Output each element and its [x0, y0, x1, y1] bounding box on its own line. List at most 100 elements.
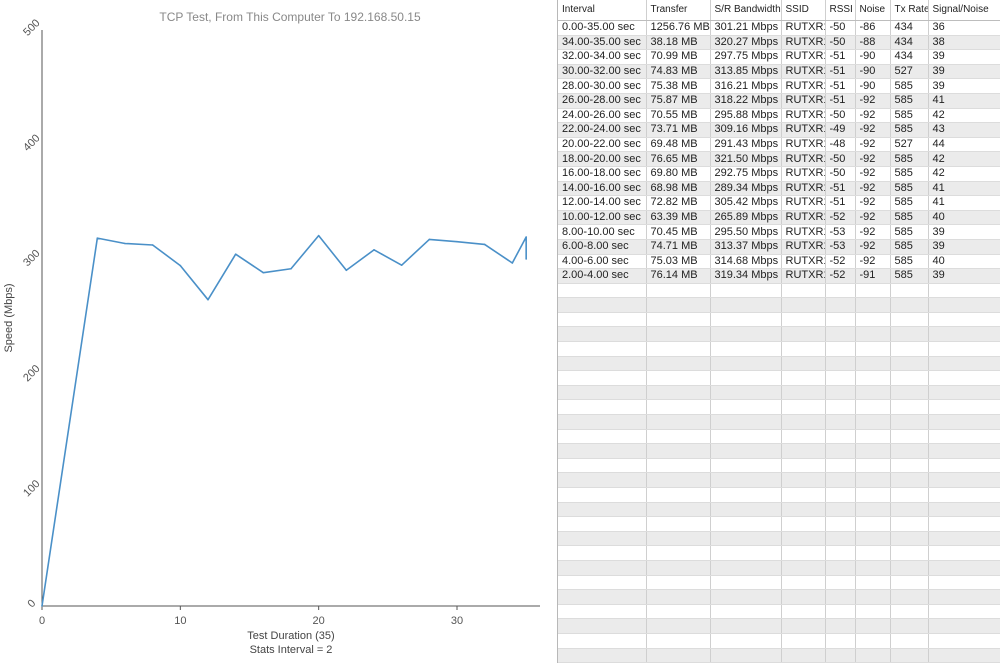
- empty-table-cell: [825, 370, 856, 386]
- table-cell: 585: [890, 224, 929, 240]
- empty-table-row: [558, 472, 1000, 488]
- table-cell: -52: [825, 268, 856, 284]
- empty-table-row: [558, 545, 1000, 561]
- stats-table-panel[interactable]: Interval Transfer S/R Bandwidth SSID RSSI Noi…: [557, 0, 1000, 663]
- chart-title: TCP Test, From This Computer To 192.168.…: [159, 10, 421, 24]
- table-cell: 44: [928, 137, 1000, 153]
- empty-table-row: [558, 575, 1000, 591]
- empty-table-row: [558, 589, 1000, 605]
- table-cell: 585: [890, 239, 929, 255]
- table-cell: -51: [825, 78, 856, 94]
- empty-table-cell: [781, 472, 826, 488]
- empty-table-cell: [890, 429, 929, 445]
- empty-table-cell: [825, 443, 856, 459]
- table-cell: RUTXR1: [781, 93, 826, 109]
- empty-table-cell: [558, 458, 647, 474]
- table-cell: RUTXR1: [781, 268, 826, 284]
- table-cell: -50: [825, 151, 856, 167]
- table-cell: 314.68 Mbps: [710, 254, 782, 270]
- column-header[interactable]: Tx Rate: [890, 0, 929, 21]
- table-cell: 75.87 MB: [646, 93, 711, 109]
- empty-table-cell: [710, 370, 782, 386]
- empty-table-cell: [558, 633, 647, 649]
- table-cell: 16.00-18.00 sec: [558, 166, 647, 182]
- empty-table-cell: [710, 604, 782, 620]
- table-row[interactable]: 0.00-35.00 sec 1256.76 MB 301.21 Mbps RUTXR…: [558, 20, 1000, 36]
- empty-table-cell: [646, 443, 711, 459]
- speed-series-points: [41, 234, 527, 607]
- table-cell: 320.27 Mbps: [710, 35, 782, 51]
- empty-table-cell: [855, 648, 891, 663]
- table-cell: -51: [825, 181, 856, 197]
- empty-table-cell: [890, 545, 929, 561]
- table-cell: RUTXR1: [781, 166, 826, 182]
- empty-table-cell: [855, 399, 891, 416]
- empty-table-cell: [855, 516, 891, 532]
- empty-table-row: [558, 516, 1000, 532]
- empty-table-cell: [781, 604, 826, 620]
- empty-table-cell: [825, 356, 856, 372]
- column-header[interactable]: S/R Bandwidth: [710, 0, 782, 21]
- table-cell: 39: [928, 64, 1000, 80]
- empty-table-cell: [558, 297, 647, 313]
- table-cell: RUTXR1: [781, 35, 826, 51]
- empty-table-cell: [855, 370, 891, 386]
- empty-table-cell: [558, 326, 647, 343]
- empty-table-cell: [855, 385, 891, 401]
- empty-table-cell: [825, 385, 856, 401]
- empty-table-cell: [710, 429, 782, 445]
- empty-table-cell: [646, 370, 711, 386]
- column-header[interactable]: Transfer: [646, 0, 711, 21]
- empty-table-row: [558, 370, 1000, 386]
- empty-table-cell: [890, 531, 929, 547]
- empty-table-cell: [855, 589, 891, 605]
- table-cell: RUTXR1: [781, 210, 826, 226]
- table-cell: 585: [890, 78, 929, 94]
- empty-table-cell: [890, 356, 929, 372]
- column-header[interactable]: Interval: [558, 0, 647, 21]
- empty-table-cell: [928, 502, 1000, 518]
- empty-table-cell: [710, 589, 782, 605]
- empty-table-row: [558, 648, 1000, 663]
- empty-table-cell: [710, 633, 782, 649]
- column-header[interactable]: SSID: [781, 0, 826, 21]
- empty-table-cell: [855, 443, 891, 459]
- bandwidth-chart-panel: TCP Test, From This Computer To 192.168.…: [3, 10, 540, 656]
- empty-table-cell: [928, 458, 1000, 474]
- empty-table-cell: [558, 502, 647, 518]
- empty-table-cell: [890, 604, 929, 620]
- empty-table-cell: [558, 604, 647, 620]
- table-cell: 38.18 MB: [646, 35, 711, 51]
- empty-table-cell: [781, 326, 826, 343]
- empty-table-cell: [825, 297, 856, 313]
- column-header[interactable]: RSSI: [825, 0, 856, 21]
- empty-table-cell: [928, 604, 1000, 620]
- empty-table-cell: [825, 429, 856, 445]
- empty-table-cell: [558, 312, 647, 328]
- table-cell: 75.03 MB: [646, 254, 711, 270]
- table-cell: 39: [928, 239, 1000, 255]
- column-header[interactable]: Noise: [855, 0, 891, 21]
- table-cell: -92: [855, 195, 891, 211]
- column-header[interactable]: Signal/Noise: [928, 0, 1000, 21]
- empty-table-cell: [928, 487, 1000, 503]
- table-cell: -51: [825, 195, 856, 211]
- table-cell: -52: [825, 254, 856, 270]
